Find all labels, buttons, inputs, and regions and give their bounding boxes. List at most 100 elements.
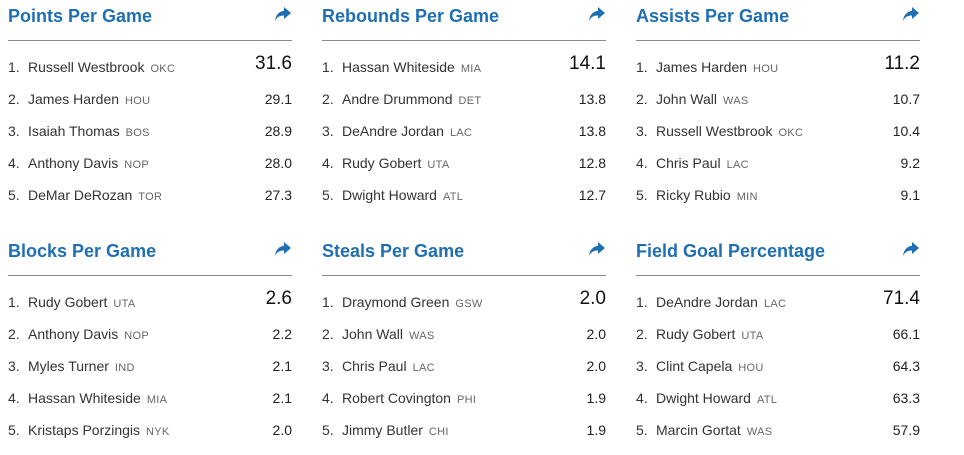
list-item[interactable]: 2. John Wall WAS 2.0: [322, 317, 606, 349]
player: Isaiah Thomas BOS: [28, 123, 150, 139]
player-name[interactable]: James Harden: [28, 91, 120, 107]
leader-list: 1. Hassan Whiteside MIA 14.1 2. Andre Dru…: [322, 50, 606, 210]
player-name[interactable]: Dwight Howard: [656, 390, 751, 406]
list-item[interactable]: 5. Dwight Howard ATL 12.7: [322, 178, 606, 210]
panel-title[interactable]: Rebounds Per Game: [322, 6, 500, 26]
player-name[interactable]: Kristaps Porzingis: [28, 422, 141, 438]
player-name[interactable]: Andre Drummond: [342, 91, 453, 107]
list-item[interactable]: 3. Chris Paul LAC 2.0: [322, 349, 606, 381]
panel-title[interactable]: Field Goal Percentage: [636, 241, 826, 261]
player-name[interactable]: Anthony Davis: [28, 155, 119, 171]
panel-title[interactable]: Assists Per Game: [636, 6, 790, 26]
player-name[interactable]: Draymond Green: [342, 294, 450, 310]
list-item[interactable]: 5. Kristaps Porzingis NYK 2.0: [8, 413, 292, 445]
player: Rudy Gobert UTA: [342, 155, 449, 171]
list-item[interactable]: 5. Ricky Rubio MIN 9.1: [636, 178, 920, 210]
leader-list: 1. DeAndre Jordan LAC 71.4 2. Rudy Gobert…: [636, 285, 920, 445]
team-abbr: NOP: [124, 330, 150, 342]
team-abbr: LAC: [726, 159, 749, 171]
list-item[interactable]: 3. Myles Turner IND 2.1: [8, 349, 292, 381]
player-name[interactable]: Hassan Whiteside: [342, 59, 455, 75]
list-item[interactable]: 5. Jimmy Butler CHI 1.9: [322, 413, 606, 445]
player-name[interactable]: Anthony Davis: [28, 326, 119, 342]
list-item[interactable]: 4. Rudy Gobert UTA 12.8: [322, 146, 606, 178]
list-item[interactable]: 5. DeMar DeRozan TOR 27.3: [8, 178, 292, 210]
leader-list: 1. Russell Westbrook OKC 31.6 2. James Ha…: [8, 50, 292, 210]
share-arrow-icon[interactable]: [902, 241, 920, 257]
list-item[interactable]: 1. Rudy Gobert UTA 2.6: [8, 285, 292, 317]
list-item[interactable]: 4. Robert Covington PHI 1.9: [322, 381, 606, 413]
player-name[interactable]: Myles Turner: [28, 358, 109, 374]
list-item[interactable]: 1. Russell Westbrook OKC 31.6: [8, 50, 292, 82]
list-item[interactable]: 1. James Harden HOU 11.2: [636, 50, 920, 82]
list-item[interactable]: 2. Rudy Gobert UTA 66.1: [636, 317, 920, 349]
player-name[interactable]: Dwight Howard: [342, 187, 437, 203]
list-item[interactable]: 4. Chris Paul LAC 9.2: [636, 146, 920, 178]
list-item[interactable]: 1. DeAndre Jordan LAC 71.4: [636, 285, 920, 317]
player-name[interactable]: DeAndre Jordan: [342, 123, 444, 139]
player-name[interactable]: Rudy Gobert: [28, 294, 108, 310]
panel-field-goal-percentage: Field Goal Percentage 1. DeAndre Jordan L…: [636, 235, 920, 445]
list-item[interactable]: 3. DeAndre Jordan LAC 13.8: [322, 114, 606, 146]
player-name[interactable]: Marcin Gortat: [656, 422, 741, 438]
share-arrow-icon[interactable]: [588, 241, 606, 257]
stat-value: 31.6: [255, 53, 292, 74]
share-arrow-icon[interactable]: [274, 6, 292, 22]
panel-title[interactable]: Points Per Game: [8, 6, 153, 26]
player: Chris Paul LAC: [656, 155, 749, 171]
team-abbr: UTA: [427, 159, 450, 171]
rank: 1.: [636, 59, 648, 75]
share-arrow-icon[interactable]: [588, 6, 606, 22]
team-abbr: LAC: [449, 127, 473, 139]
list-item[interactable]: 1. Draymond Green GSW 2.0: [322, 285, 606, 317]
team-abbr: LAC: [763, 298, 787, 310]
panel-steals-per-game: Steals Per Game 1. Draymond Green GSW 2.0…: [322, 235, 606, 445]
list-item[interactable]: 4. Hassan Whiteside MIA 2.1: [8, 381, 292, 413]
player-name[interactable]: John Wall: [656, 91, 717, 107]
list-item[interactable]: 5. Marcin Gortat WAS 57.9: [636, 413, 920, 445]
player-name[interactable]: Rudy Gobert: [656, 326, 736, 342]
list-item[interactable]: 4. Anthony Davis NOP 28.0: [8, 146, 292, 178]
stat-value: 2.2: [272, 326, 292, 342]
list-item[interactable]: 3. Clint Capela HOU 64.3: [636, 349, 920, 381]
list-item[interactable]: 3. Russell Westbrook OKC 10.4: [636, 114, 920, 146]
list-item[interactable]: 2. James Harden HOU 29.1: [8, 82, 292, 114]
player-name[interactable]: Chris Paul: [656, 155, 721, 171]
list-item[interactable]: 1. Hassan Whiteside MIA 14.1: [322, 50, 606, 82]
stat-value: 14.1: [569, 53, 606, 74]
player: Hassan Whiteside MIA: [342, 59, 481, 75]
list-item[interactable]: 2. Anthony Davis NOP 2.2: [8, 317, 292, 349]
player-name[interactable]: Clint Capela: [656, 358, 733, 374]
player: DeAndre Jordan LAC: [342, 123, 472, 139]
player: Dwight Howard ATL: [342, 187, 463, 203]
player: Chris Paul LAC: [342, 358, 435, 374]
list-item[interactable]: 4. Dwight Howard ATL 63.3: [636, 381, 920, 413]
player-name[interactable]: DeAndre Jordan: [656, 294, 758, 310]
player-name[interactable]: Rudy Gobert: [342, 155, 422, 171]
player-name[interactable]: Hassan Whiteside: [28, 390, 141, 406]
player-name[interactable]: Russell Westbrook: [28, 59, 145, 75]
player: John Wall WAS: [342, 326, 435, 342]
stat-value: 28.9: [264, 123, 292, 139]
rank: 2.: [322, 326, 334, 342]
stat-value: 13.8: [578, 91, 606, 107]
player-name[interactable]: Ricky Rubio: [656, 187, 731, 203]
share-arrow-icon[interactable]: [274, 241, 292, 257]
team-abbr: OKC: [778, 127, 804, 139]
player-name[interactable]: Jimmy Butler: [342, 422, 423, 438]
list-item[interactable]: 2. John Wall WAS 10.7: [636, 82, 920, 114]
rank: 1.: [8, 59, 20, 75]
player-name[interactable]: James Harden: [656, 59, 748, 75]
player-name[interactable]: Russell Westbrook: [656, 123, 773, 139]
player-name[interactable]: John Wall: [342, 326, 403, 342]
list-item[interactable]: 2. Andre Drummond DET 13.8: [322, 82, 606, 114]
player-name[interactable]: DeMar DeRozan: [28, 187, 133, 203]
share-arrow-icon[interactable]: [902, 6, 920, 22]
player-name[interactable]: Isaiah Thomas: [28, 123, 120, 139]
player: Dwight Howard ATL: [656, 390, 777, 406]
player-name[interactable]: Chris Paul: [342, 358, 407, 374]
panel-title[interactable]: Blocks Per Game: [8, 241, 157, 261]
player-name[interactable]: Robert Covington: [342, 390, 451, 406]
list-item[interactable]: 3. Isaiah Thomas BOS 28.9: [8, 114, 292, 146]
panel-title[interactable]: Steals Per Game: [322, 241, 465, 261]
